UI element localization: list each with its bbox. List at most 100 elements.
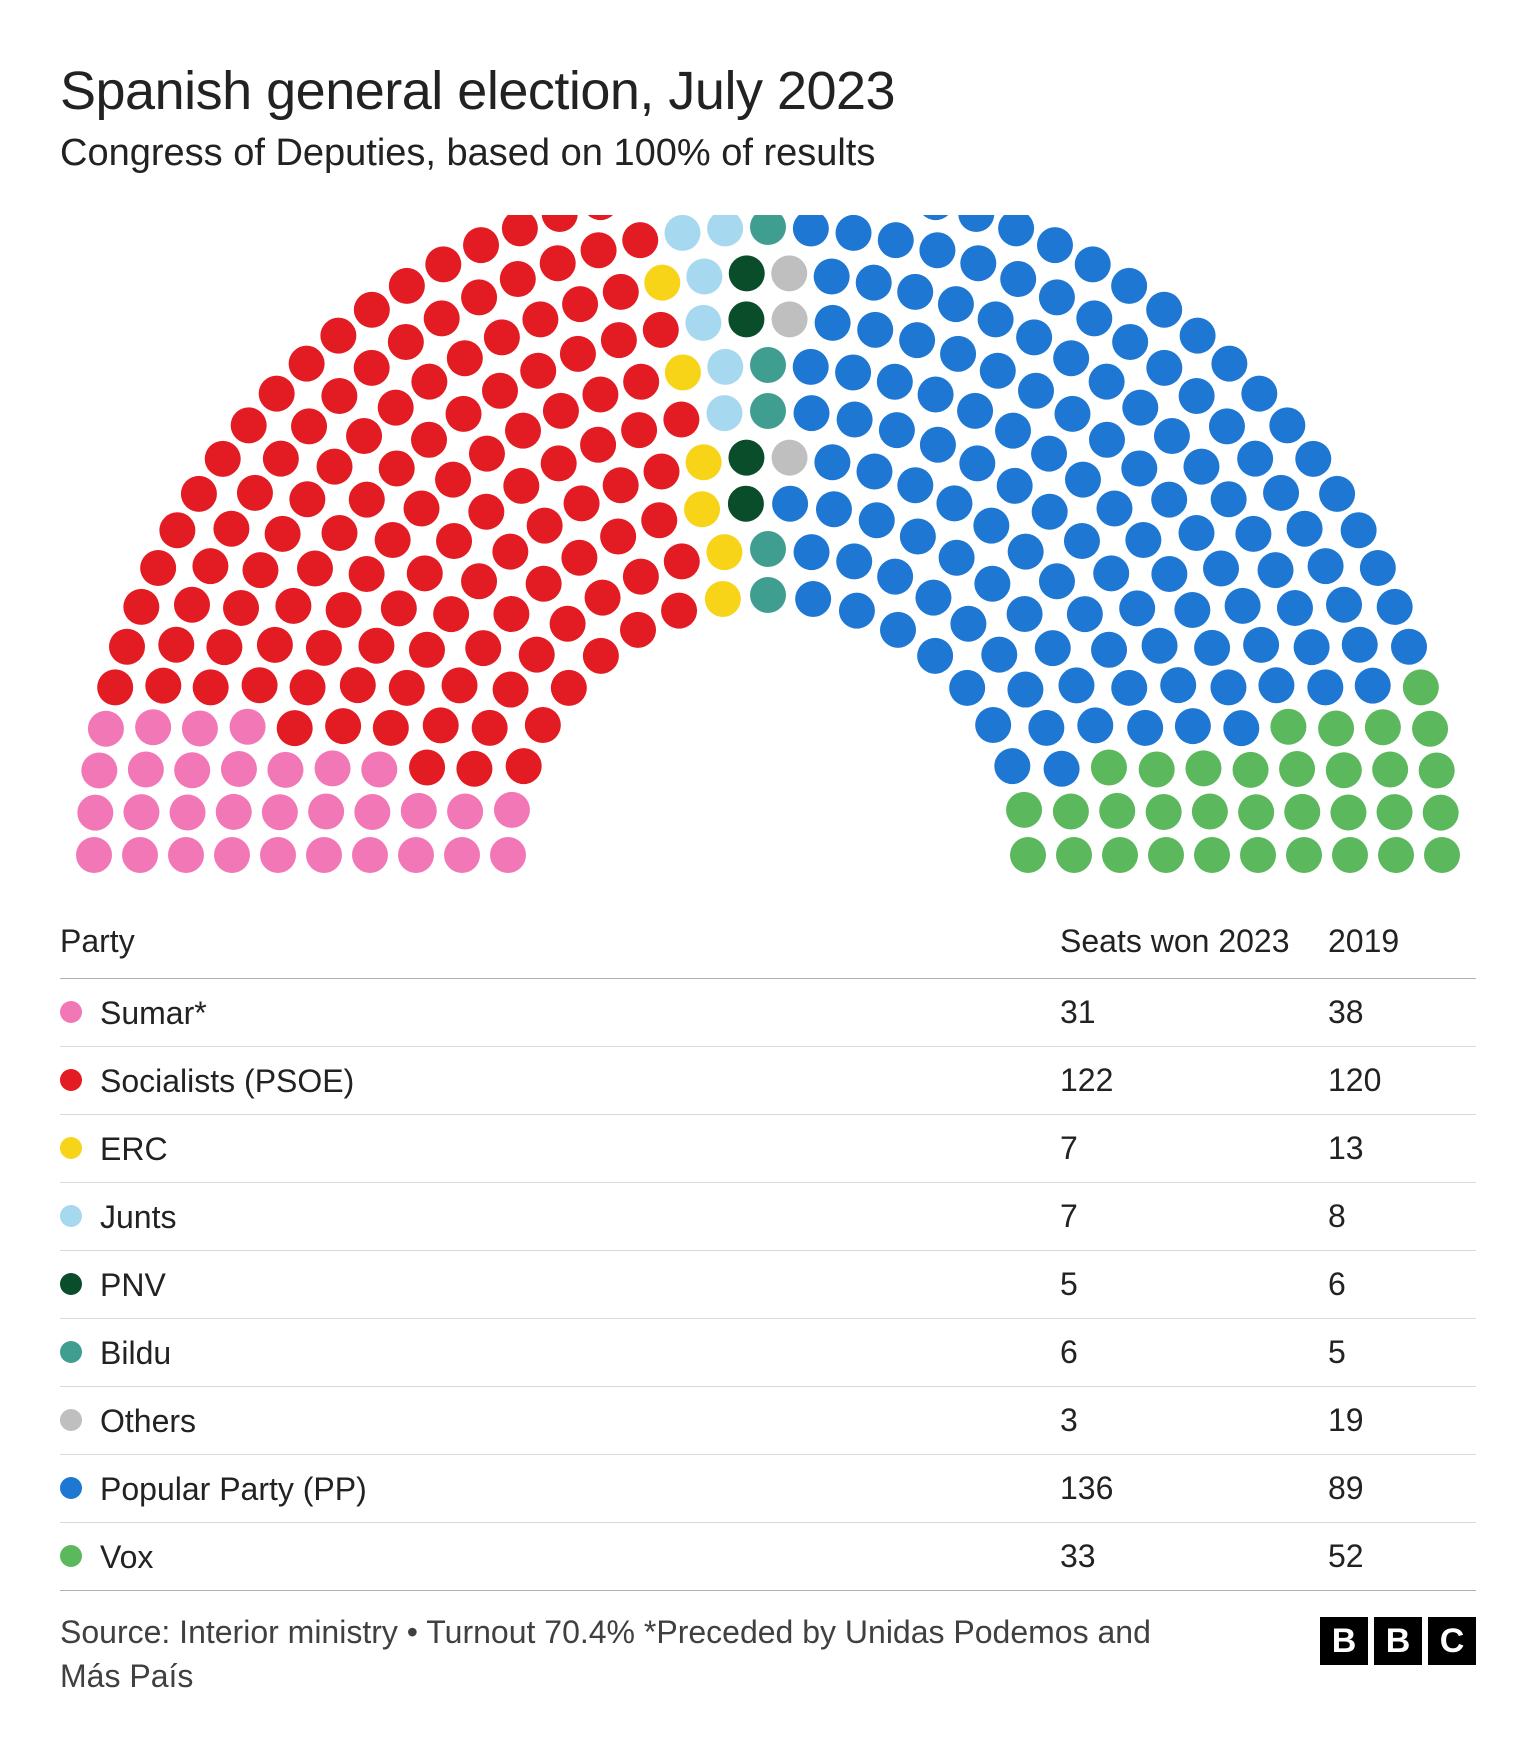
- seat-dot: [257, 627, 293, 663]
- seat-dot: [1121, 450, 1157, 486]
- seat-dot: [349, 556, 385, 592]
- seat-dot: [259, 376, 295, 412]
- seat-dot: [1127, 710, 1163, 746]
- seat-dot: [940, 336, 976, 372]
- seat-dot: [949, 670, 985, 706]
- seat-dot: [1006, 792, 1042, 828]
- seat-dot: [917, 638, 953, 674]
- seat-dot: [1039, 279, 1075, 315]
- seat-dot: [1035, 630, 1071, 666]
- seats-2023: 7: [1060, 1115, 1328, 1183]
- seat-dot: [168, 837, 204, 873]
- seat-dot: [975, 707, 1011, 743]
- seat-dot: [1146, 350, 1182, 386]
- seat-dot: [622, 222, 658, 258]
- seat-dot: [1179, 515, 1215, 551]
- seat-dot: [978, 301, 1014, 337]
- seat-dot: [1119, 590, 1155, 626]
- seat-dot: [525, 707, 561, 743]
- seat-dot: [1096, 491, 1132, 527]
- seat-dot: [551, 670, 587, 706]
- seat-dot: [601, 322, 637, 358]
- seat-dot: [505, 413, 541, 449]
- seat-dot: [1032, 494, 1068, 530]
- seat-dot: [1039, 563, 1075, 599]
- seat-dot: [291, 408, 327, 444]
- seat-dot: [980, 353, 1016, 389]
- seat-dot: [1423, 795, 1459, 831]
- seat-dot: [290, 669, 326, 705]
- seat-dot: [1258, 667, 1294, 703]
- seat-dot: [472, 710, 508, 746]
- seat-dot: [665, 354, 701, 390]
- seat-dot: [77, 795, 113, 831]
- party-name: Vox: [100, 1539, 153, 1575]
- seat-dot: [1194, 630, 1230, 666]
- seat-dot: [346, 418, 382, 454]
- seat-dot: [686, 258, 722, 294]
- seat-dot: [358, 628, 394, 664]
- seat-dot: [223, 590, 259, 626]
- seat-dot: [900, 519, 936, 555]
- seats-2019: 19: [1328, 1387, 1476, 1455]
- seat-dot: [856, 454, 892, 490]
- seats-2023: 33: [1060, 1523, 1328, 1591]
- seats-2023: 5: [1060, 1251, 1328, 1319]
- seat-dot: [1378, 837, 1414, 873]
- seat-dot: [663, 402, 699, 438]
- seat-dot: [1332, 837, 1368, 873]
- seat-dot: [583, 638, 619, 674]
- seat-dot: [859, 502, 895, 538]
- seat-dot: [729, 255, 765, 291]
- seat-dot: [621, 412, 657, 448]
- seat-dot: [750, 577, 786, 613]
- party-swatch: [60, 1545, 82, 1567]
- seat-dot: [1223, 710, 1259, 746]
- seat-dot: [1067, 596, 1103, 632]
- seat-dot: [1185, 750, 1221, 786]
- seat-dot: [793, 215, 829, 246]
- seat-dot: [182, 710, 218, 746]
- seat-dot: [750, 347, 786, 383]
- seats-2023: 136: [1060, 1455, 1328, 1523]
- seat-dot: [1225, 588, 1261, 624]
- seats-2019: 6: [1328, 1251, 1476, 1319]
- seats-2019: 89: [1328, 1455, 1476, 1523]
- seat-dot: [1151, 482, 1187, 518]
- seat-dot: [407, 555, 443, 591]
- seat-dot: [205, 441, 241, 477]
- seat-dot: [263, 441, 299, 477]
- seat-dot: [814, 444, 850, 480]
- seats-2019: 5: [1328, 1319, 1476, 1387]
- party-swatch: [60, 1001, 82, 1023]
- seat-dot: [918, 215, 954, 220]
- seat-dot: [409, 749, 445, 785]
- seat-dot: [267, 752, 303, 788]
- party-name: Junts: [100, 1199, 176, 1235]
- seat-dot: [585, 580, 621, 616]
- seat-dot: [997, 468, 1033, 504]
- seat-dot: [526, 566, 562, 602]
- seat-dot: [297, 551, 333, 587]
- seat-dot: [375, 522, 411, 558]
- seat-dot: [1377, 589, 1413, 625]
- seat-dot: [686, 444, 722, 480]
- seat-dot: [1054, 396, 1090, 432]
- seat-dot: [1238, 794, 1274, 830]
- seat-dot: [352, 837, 388, 873]
- seat-dot: [373, 710, 409, 746]
- seat-dot: [815, 305, 851, 341]
- seat-dot: [772, 486, 808, 522]
- results-table: Party Seats won 2023 2019 Sumar*3138Soci…: [60, 905, 1476, 1591]
- seat-dot: [493, 672, 529, 708]
- party-swatch: [60, 1137, 82, 1159]
- table-row: Vox3352: [60, 1523, 1476, 1591]
- seat-dot: [469, 436, 505, 472]
- seat-dot: [706, 395, 742, 431]
- seat-dot: [644, 265, 680, 301]
- seat-dot: [381, 590, 417, 626]
- seat-dot: [1240, 837, 1276, 873]
- seat-dot: [1307, 669, 1343, 705]
- seat-dot: [206, 629, 242, 665]
- table-row: Sumar*3138: [60, 979, 1476, 1047]
